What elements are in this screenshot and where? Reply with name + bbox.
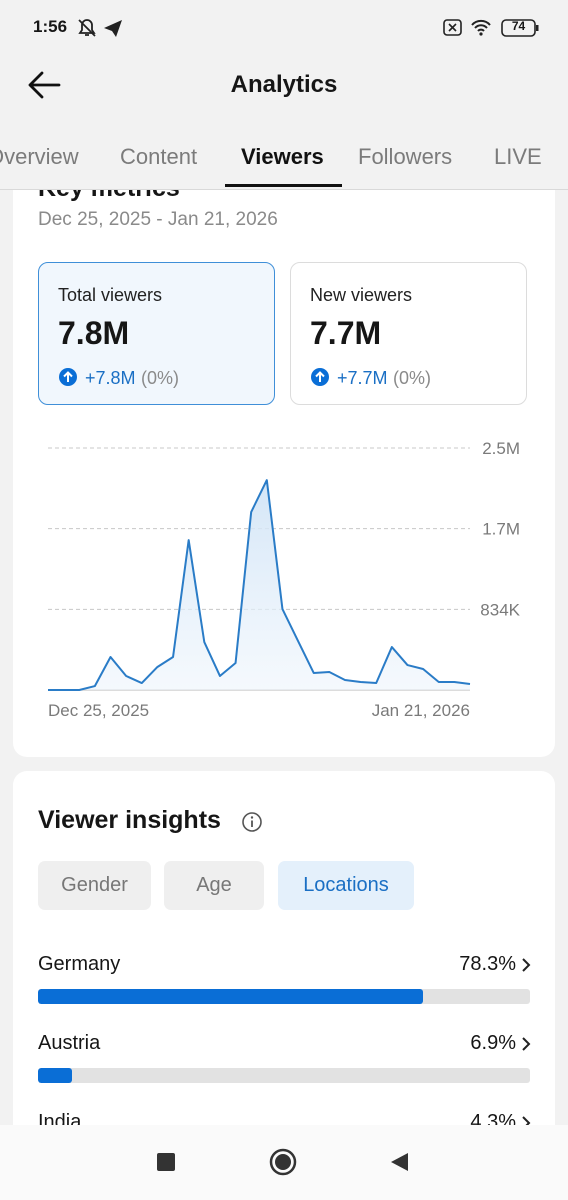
tab[interactable]: Followers: [358, 144, 453, 169]
location-percent: 78.3%: [459, 953, 516, 975]
location-name: Austria: [38, 1032, 101, 1054]
metric-change: +7.8M: [85, 368, 136, 388]
location-bar-track: [38, 989, 530, 1004]
location-bar-track: [38, 1068, 530, 1083]
insight-tab[interactable]: Age: [164, 861, 264, 910]
location-row[interactable]: Germany 78.3%: [0, 953, 568, 1009]
up-icon: [311, 368, 329, 386]
location-name: Germany: [38, 953, 121, 975]
metric-change-pct: (0%): [393, 368, 432, 388]
metric-value: 7.8M: [58, 315, 130, 351]
chevron: [522, 958, 531, 972]
tab[interactable]: LIVE: [494, 144, 542, 169]
location-bar: [38, 1068, 72, 1083]
key-metrics-card: [13, 172, 555, 757]
metric-card[interactable]: Total viewers 7.8M +7.8M (0%): [38, 262, 275, 405]
location-row[interactable]: Austria 6.9%: [0, 1032, 568, 1088]
tab-bar: Overview Content Viewers Followers LIVE: [0, 110, 568, 190]
insights-title: Viewer insights: [38, 806, 221, 834]
tab-indicator: [225, 184, 342, 187]
nav-back[interactable]: [388, 1151, 410, 1173]
metric-change-pct: (0%): [141, 368, 180, 388]
page-title: Analytics: [230, 71, 338, 98]
location-percent: 6.9%: [470, 1032, 516, 1054]
tab[interactable]: Overview: [0, 144, 79, 169]
nav-home[interactable]: [269, 1148, 297, 1176]
location-bar: [38, 989, 424, 1004]
insights-card: [13, 771, 555, 1191]
chevron: [522, 1037, 531, 1051]
up-icon: [59, 368, 77, 386]
tab[interactable]: Content: [120, 144, 198, 169]
status-time: 1:56: [33, 17, 68, 36]
tab-active[interactable]: Viewers: [241, 144, 324, 169]
back-button[interactable]: [26, 70, 62, 100]
metric-label: New viewers: [310, 285, 413, 305]
insight-tab[interactable]: Gender: [38, 861, 151, 910]
metric-value: 7.7M: [310, 315, 382, 351]
metric-card[interactable]: New viewers 7.7M +7.7M (0%): [290, 262, 527, 405]
info-icon[interactable]: [241, 811, 263, 833]
status-right-icons: [443, 19, 539, 37]
insight-tab-active[interactable]: Locations: [278, 861, 414, 910]
status-icons: [78, 19, 122, 37]
nav-bar: [0, 1125, 568, 1200]
date-range: Dec 25, 2025 - Jan 21, 2026: [38, 209, 278, 230]
battery-level: 74: [511, 19, 526, 33]
nav-recents[interactable]: [156, 1152, 176, 1172]
metric-change: +7.7M: [337, 368, 388, 388]
metric-label: Total viewers: [58, 285, 163, 305]
